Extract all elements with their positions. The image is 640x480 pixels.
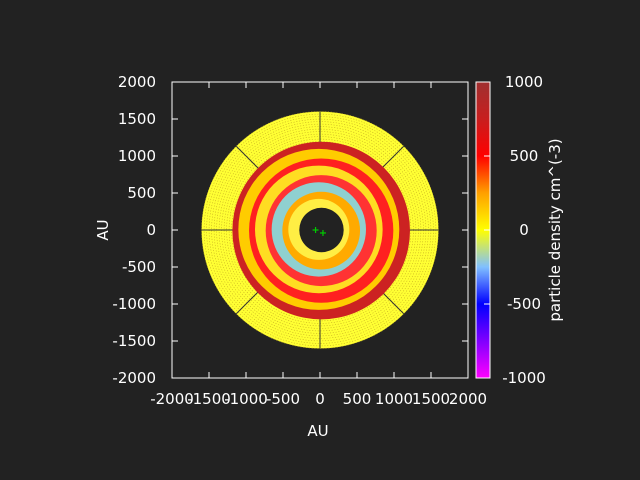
y-tick-label: -500 — [122, 258, 156, 276]
y-tick-label: -2000 — [112, 369, 156, 387]
y-tick-label: 500 — [127, 184, 156, 202]
colorbar-tick-label: -1000 — [502, 369, 546, 387]
x-tick-label: 500 — [343, 390, 372, 408]
stars — [312, 227, 326, 236]
y-tick-label: -1500 — [112, 332, 156, 350]
disk-inner-hole — [299, 207, 344, 253]
y-tick-label: 0 — [146, 221, 156, 239]
colorbar-label: particle density cm^(-3) — [546, 138, 564, 321]
colorbar-tick-label: 1000 — [505, 73, 543, 91]
x-axis-label: AU — [307, 422, 328, 440]
colorbar-tick-label: -500 — [507, 295, 541, 313]
y-tick-label: 1000 — [118, 147, 156, 165]
colorbar-tick-label: 500 — [510, 147, 539, 165]
x-tick-label: -2000 — [150, 390, 194, 408]
star-marker — [319, 229, 326, 236]
y-axis-label: AU — [94, 219, 112, 240]
colorbar-ticks: 1000 500 0 -500 -1000 — [484, 73, 546, 387]
y-axis-ticks: 2000 1500 1000 500 0 -500 -1000 -1500 -2000 — [112, 73, 468, 387]
y-tick-label: 2000 — [118, 73, 156, 91]
x-tick-label: -1000 — [224, 390, 268, 408]
x-tick-label: 1500 — [412, 390, 450, 408]
density-disk — [201, 111, 439, 349]
x-tick-label: 1000 — [375, 390, 413, 408]
y-tick-label: 1500 — [118, 110, 156, 128]
x-tick-label: 0 — [315, 390, 325, 408]
colorbar-tick-label: 0 — [519, 221, 529, 239]
x-tick-label: 2000 — [449, 390, 487, 408]
x-tick-label: -500 — [266, 390, 300, 408]
star-marker — [312, 227, 319, 233]
y-tick-label: -1000 — [112, 295, 156, 313]
x-tick-label: -1500 — [187, 390, 231, 408]
